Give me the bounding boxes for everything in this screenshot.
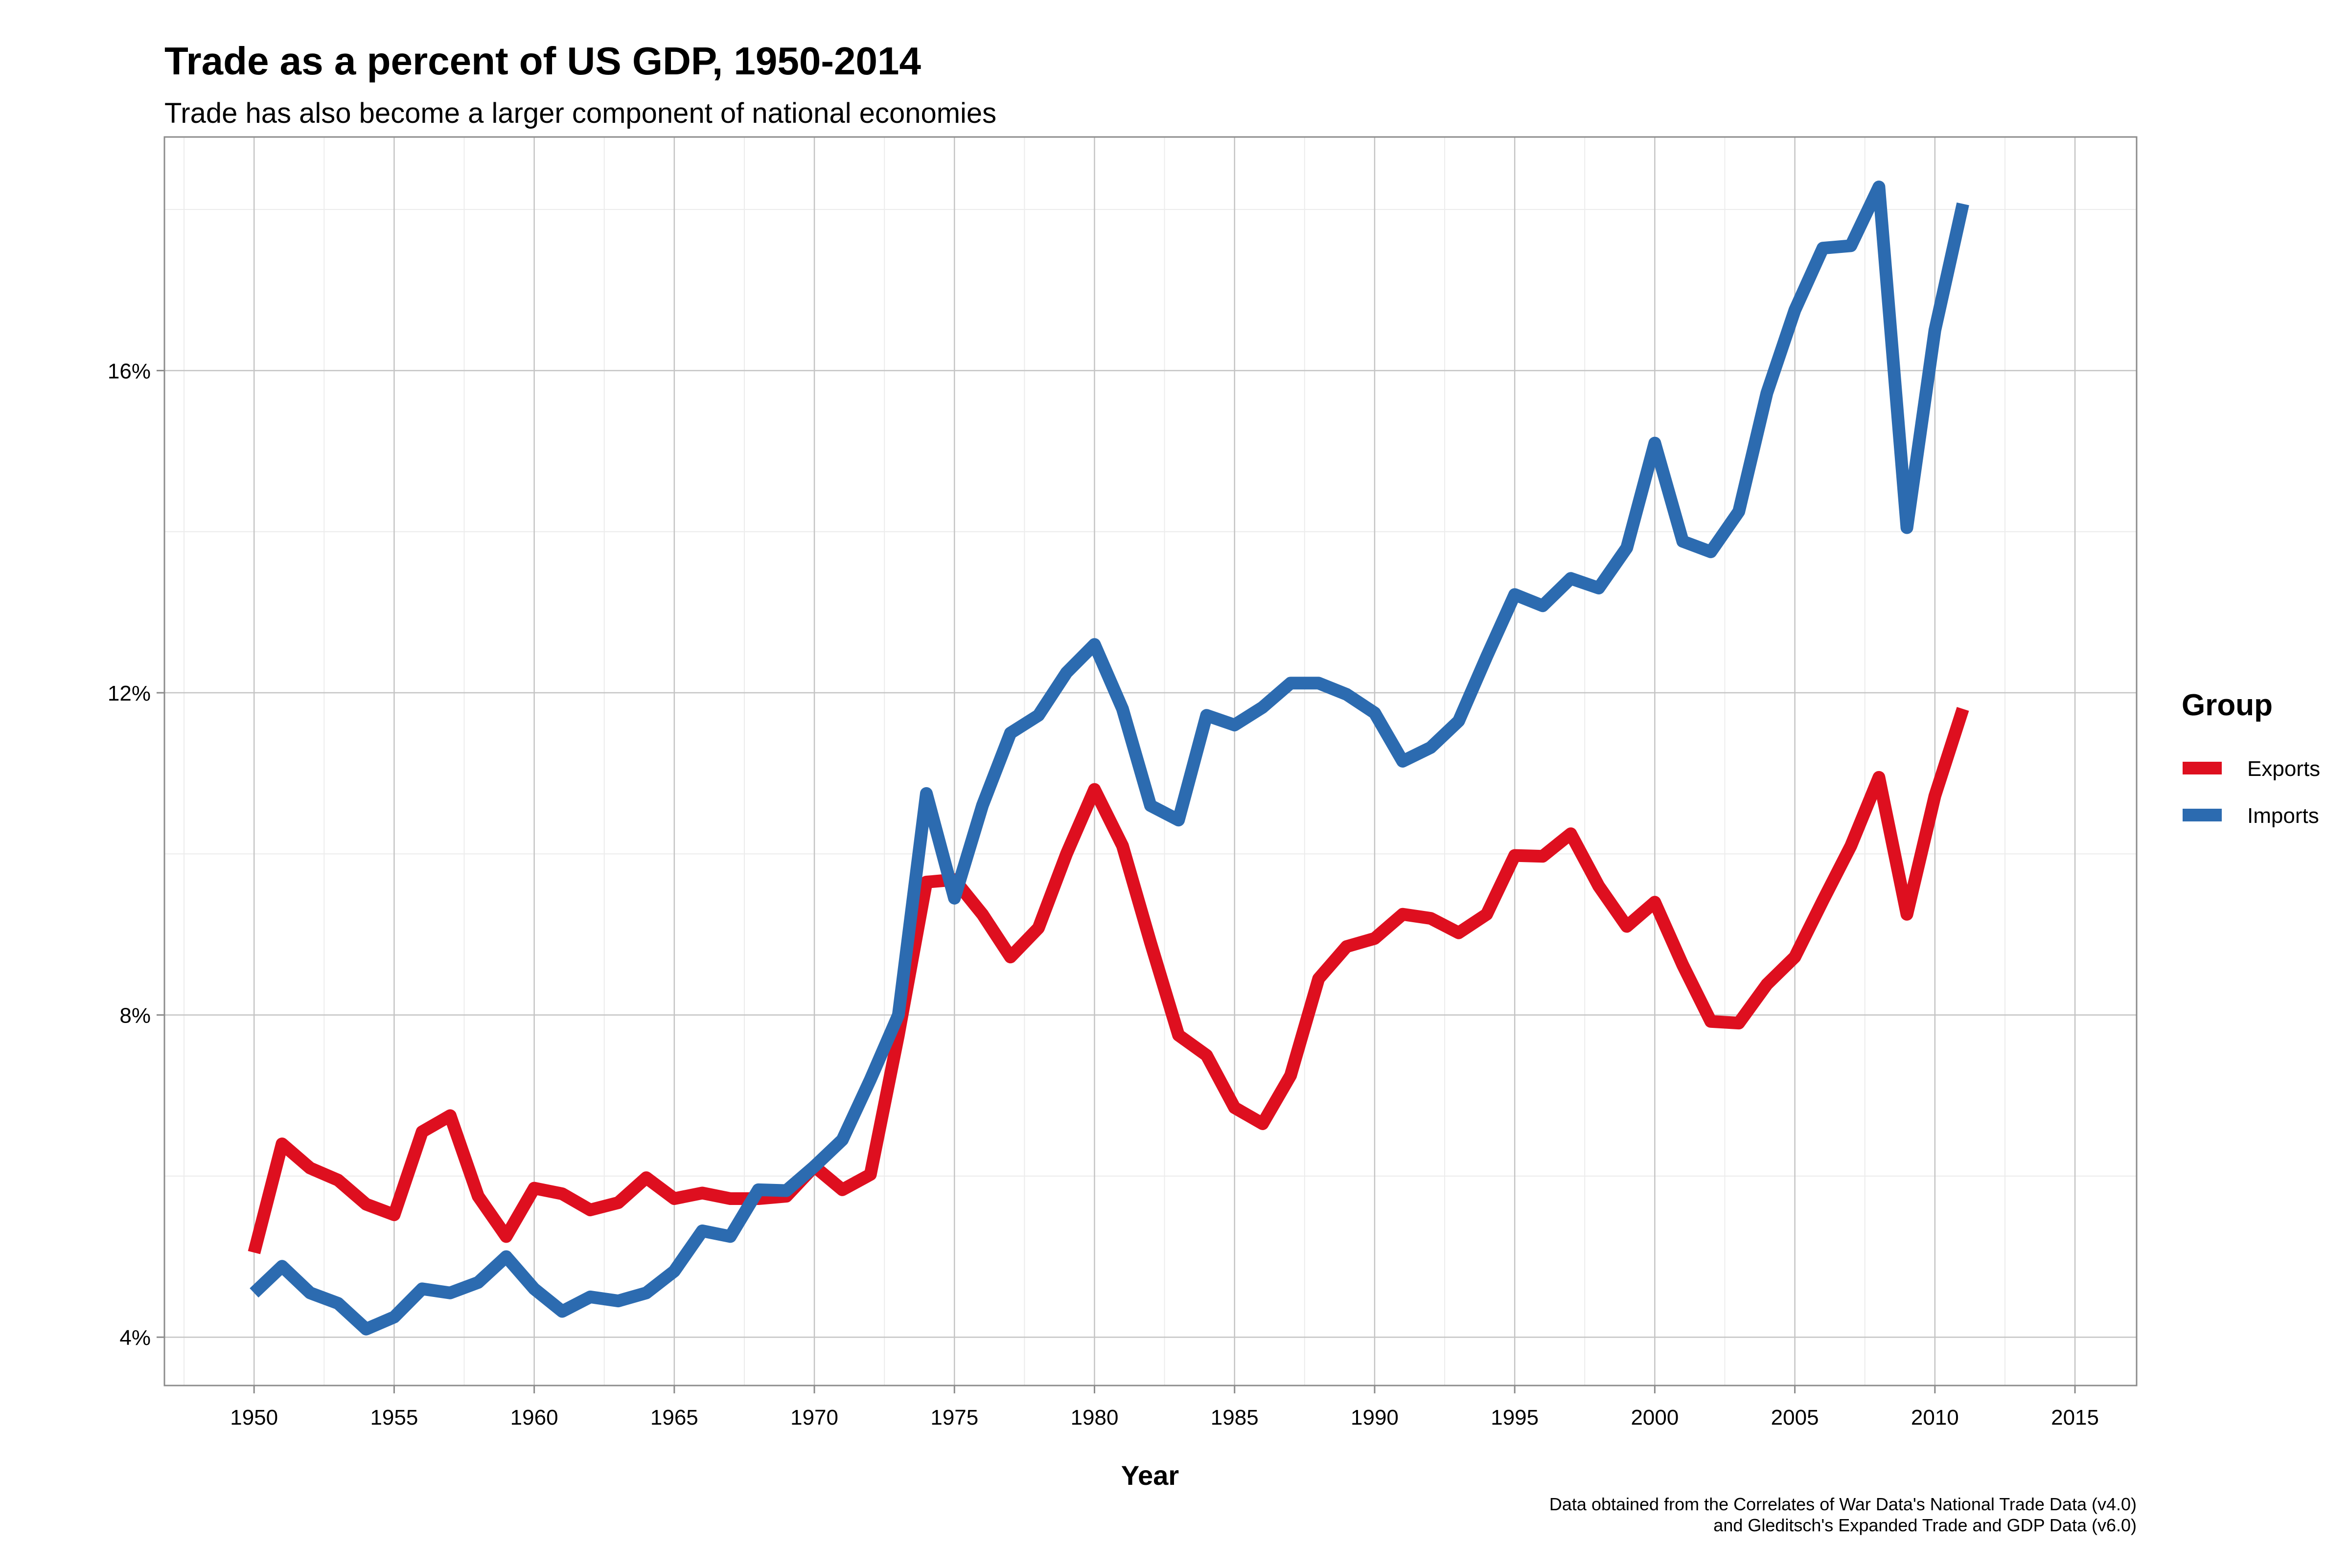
x-tick-label: 1995	[1491, 1406, 1539, 1430]
x-tick-label: 1985	[1211, 1406, 1259, 1430]
x-tick-label: 1980	[1071, 1406, 1119, 1430]
x-tick-label: 1975	[930, 1406, 978, 1430]
x-axis-ticks: 1950 1955 1960 1965 1970 1975 1980 1985 1990 1995…	[230, 1386, 2099, 1430]
x-tick-label: 2000	[1631, 1406, 1679, 1430]
x-tick-label: 2010	[1911, 1406, 1959, 1430]
legend-title: Group	[2182, 688, 2273, 722]
chart-subtitle: Trade has also become a larger component…	[164, 97, 996, 129]
y-axis-ticks: 4% 8% 12% 16%	[108, 359, 164, 1350]
series-line-imports	[250, 181, 1969, 1336]
grid-lines	[164, 137, 2137, 1386]
x-tick-label: 1970	[790, 1406, 838, 1430]
x-tick-label: 1990	[1351, 1406, 1399, 1430]
caption-line-2: and Gleditsch's Expanded Trade and GDP D…	[1713, 1515, 2137, 1535]
x-tick-label: 1950	[230, 1406, 278, 1430]
legend-label-imports: Imports	[2247, 804, 2319, 828]
legend-label-exports: Exports	[2247, 757, 2320, 781]
legend: Exports Imports	[2183, 757, 2320, 828]
y-tick-label: 12%	[108, 682, 151, 705]
x-tick-label: 2005	[1771, 1406, 1819, 1430]
plot-panel-border	[163, 136, 2138, 1386]
x-tick-label: 2015	[2051, 1406, 2099, 1430]
caption-line-1: Data obtained from the Correlates of War…	[1549, 1494, 2137, 1514]
y-tick-label: 8%	[119, 1004, 151, 1028]
x-tick-label: 1960	[510, 1406, 558, 1430]
x-tick-label: 1955	[370, 1406, 418, 1430]
chart-title: Trade as a percent of US GDP, 1950-2014	[164, 39, 921, 83]
x-tick-label: 1965	[650, 1406, 698, 1430]
series-lines	[248, 181, 1969, 1336]
series-line-exports	[248, 707, 1969, 1254]
y-tick-label: 4%	[119, 1326, 151, 1350]
y-tick-label: 16%	[108, 359, 151, 383]
x-axis-title: Year	[1121, 1460, 1179, 1491]
